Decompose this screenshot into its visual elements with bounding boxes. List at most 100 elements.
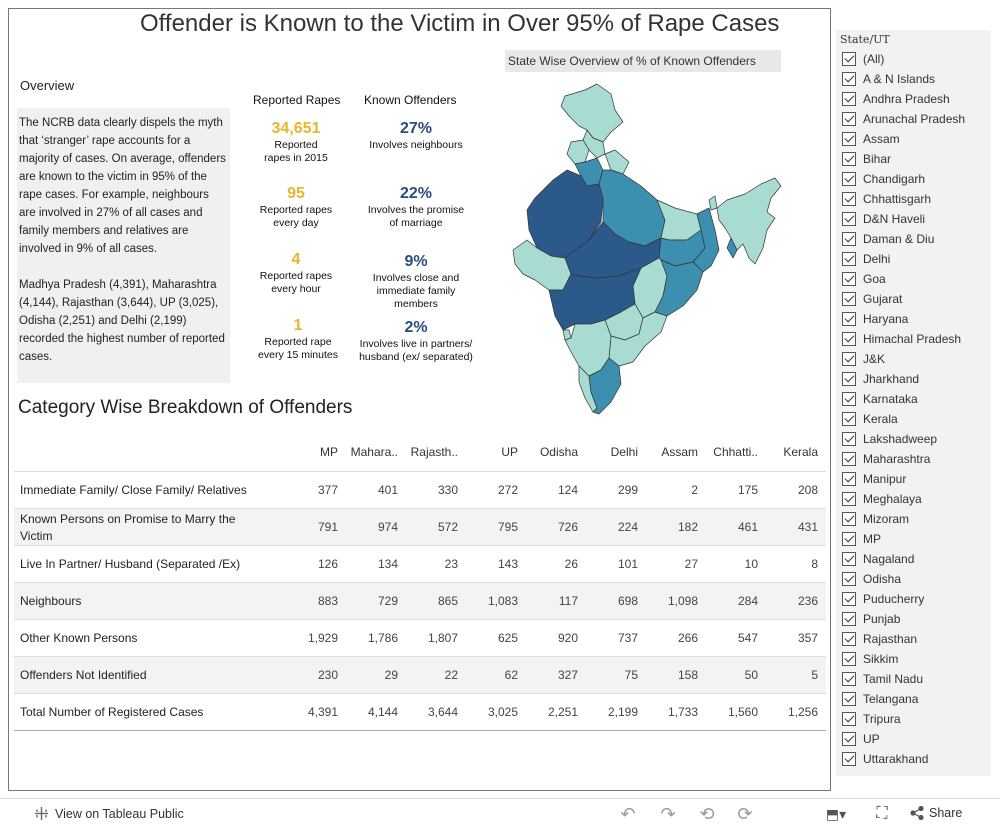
checkbox-checked-icon[interactable] <box>842 332 856 346</box>
column-header[interactable]: MP <box>320 445 338 459</box>
filter-item[interactable]: Nagaland <box>836 549 991 569</box>
redo-icon[interactable]: ↷ <box>660 804 676 824</box>
filter-item[interactable]: Telangana <box>836 689 991 709</box>
checkbox-checked-icon[interactable] <box>842 592 856 606</box>
checkbox-checked-icon[interactable] <box>842 212 856 226</box>
column-header[interactable]: Mahara.. <box>350 445 398 459</box>
refresh-icon[interactable]: ⟳ <box>737 804 753 824</box>
map-region-west-bengal[interactable] <box>692 207 720 273</box>
checkbox-checked-icon[interactable] <box>842 752 856 766</box>
filter-item[interactable]: MP <box>836 529 991 549</box>
fullscreen-icon[interactable]: ⛶ <box>876 805 888 822</box>
filter-item[interactable]: Kerala <box>836 409 991 429</box>
checkbox-checked-icon[interactable] <box>842 412 856 426</box>
checkbox-checked-icon[interactable] <box>842 152 856 166</box>
filter-item[interactable]: Chandigarh <box>836 169 991 189</box>
checkbox-checked-icon[interactable] <box>842 92 856 106</box>
filter-item[interactable]: Chhattisgarh <box>836 189 991 209</box>
checkbox-checked-icon[interactable] <box>842 452 856 466</box>
column-header[interactable]: Odisha <box>539 445 578 459</box>
checkbox-checked-icon[interactable] <box>842 372 856 386</box>
column-header[interactable]: Rajasth.. <box>410 445 458 459</box>
checkbox-checked-icon[interactable] <box>842 252 856 266</box>
checkbox-checked-icon[interactable] <box>842 52 856 66</box>
map-region-sikkim[interactable] <box>708 195 718 211</box>
filter-item[interactable]: Goa <box>836 269 991 289</box>
checkbox-checked-icon[interactable] <box>842 692 856 706</box>
map-region-uttarakhand[interactable] <box>604 149 630 175</box>
filter-item[interactable]: A & N Islands <box>836 69 991 89</box>
filter-item[interactable]: Andhra Pradesh <box>836 89 991 109</box>
map-region-tripura[interactable] <box>726 237 738 259</box>
checkbox-checked-icon[interactable] <box>842 572 856 586</box>
filter-item[interactable]: Meghalaya <box>836 489 991 509</box>
undo-icon[interactable]: ↶ <box>620 804 636 824</box>
filter-item[interactable]: D&N Haveli <box>836 209 991 229</box>
checkbox-checked-icon[interactable] <box>842 112 856 126</box>
filter-item[interactable]: Manipur <box>836 469 991 489</box>
checkbox-checked-icon[interactable] <box>842 472 856 486</box>
column-header[interactable]: Delhi <box>610 445 638 459</box>
filter-item[interactable]: Sikkim <box>836 649 991 669</box>
filter-item[interactable]: UP <box>836 729 991 749</box>
checkbox-checked-icon[interactable] <box>842 192 856 206</box>
filter-item[interactable]: Tripura <box>836 709 991 729</box>
filter-item[interactable]: Himachal Pradesh <box>836 329 991 349</box>
filter-item[interactable]: Gujarat <box>836 289 991 309</box>
map-region-jk[interactable] <box>560 83 624 143</box>
checkbox-checked-icon[interactable] <box>842 552 856 566</box>
filter-item[interactable]: Arunachal Pradesh <box>836 109 991 129</box>
checkbox-checked-icon[interactable] <box>842 292 856 306</box>
filter-item[interactable]: Maharashtra <box>836 449 991 469</box>
map-region-rajasthan[interactable] <box>526 169 604 259</box>
view-on-tableau-link[interactable]: View on Tableau Public <box>34 806 184 821</box>
filter-item[interactable]: Bihar <box>836 149 991 169</box>
filter-item[interactable]: Punjab <box>836 609 991 629</box>
revert-icon[interactable]: ⟲ <box>699 804 715 824</box>
filter-item[interactable]: Rajasthan <box>836 629 991 649</box>
filter-item[interactable]: Puducherry <box>836 589 991 609</box>
checkbox-checked-icon[interactable] <box>842 672 856 686</box>
checkbox-checked-icon[interactable] <box>842 172 856 186</box>
checkbox-checked-icon[interactable] <box>842 512 856 526</box>
checkbox-checked-icon[interactable] <box>842 652 856 666</box>
filter-item[interactable]: Haryana <box>836 309 991 329</box>
filter-item[interactable]: (All) <box>836 49 991 69</box>
filter-item[interactable]: Delhi <box>836 249 991 269</box>
filter-item[interactable]: Karnataka <box>836 389 991 409</box>
checkbox-checked-icon[interactable] <box>842 132 856 146</box>
column-header[interactable]: Kerala <box>783 445 818 459</box>
filter-item[interactable]: Mizoram <box>836 509 991 529</box>
checkbox-checked-icon[interactable] <box>842 312 856 326</box>
map-region-northeast[interactable] <box>716 177 782 265</box>
checkbox-checked-icon[interactable] <box>842 232 856 246</box>
checkbox-checked-icon[interactable] <box>842 352 856 366</box>
checkbox-checked-icon[interactable] <box>842 272 856 286</box>
map-region-odisha[interactable] <box>654 259 704 317</box>
download-icon[interactable]: ⬒▾ <box>825 806 847 822</box>
checkbox-checked-icon[interactable] <box>842 532 856 546</box>
checkbox-checked-icon[interactable] <box>842 72 856 86</box>
checkbox-checked-icon[interactable] <box>842 732 856 746</box>
checkbox-checked-icon[interactable] <box>842 492 856 506</box>
filter-item[interactable]: Odisha <box>836 569 991 589</box>
filter-item[interactable]: Daman & Diu <box>836 229 991 249</box>
column-header[interactable]: Chhatti.. <box>713 445 758 459</box>
map-region-karnataka[interactable] <box>564 319 612 377</box>
india-state-map[interactable] <box>505 80 805 425</box>
filter-item[interactable]: Tamil Nadu <box>836 669 991 689</box>
map-region-tamil-nadu[interactable] <box>588 357 622 415</box>
column-header[interactable]: Assam <box>661 445 698 459</box>
checkbox-checked-icon[interactable] <box>842 612 856 626</box>
filter-item[interactable]: J&K <box>836 349 991 369</box>
map-region-maharashtra[interactable] <box>548 267 642 331</box>
checkbox-checked-icon[interactable] <box>842 432 856 446</box>
checkbox-checked-icon[interactable] <box>842 632 856 646</box>
filter-item[interactable]: Jharkhand <box>836 369 991 389</box>
checkbox-checked-icon[interactable] <box>842 392 856 406</box>
filter-item[interactable]: Uttarakhand <box>836 749 991 769</box>
checkbox-checked-icon[interactable] <box>842 712 856 726</box>
share-button[interactable]: Share <box>910 806 962 820</box>
column-header[interactable]: UP <box>501 445 518 459</box>
filter-item[interactable]: Assam <box>836 129 991 149</box>
